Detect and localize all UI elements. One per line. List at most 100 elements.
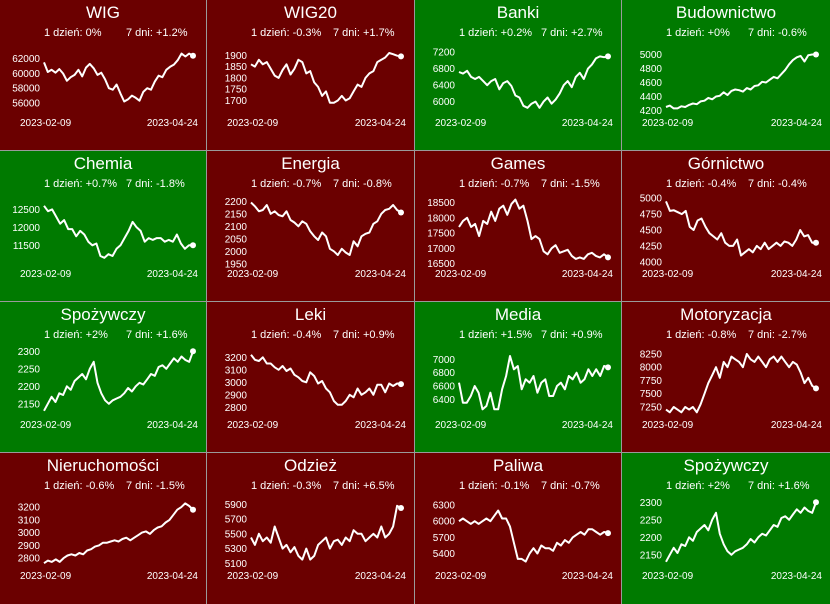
week-change: 7 dni: +2.7%	[541, 27, 602, 39]
day-change-label: 1 dzień:	[666, 480, 705, 492]
day-change: 1 dzień: +0.7%	[44, 178, 117, 190]
x-start-label: 2023-02-09	[435, 118, 487, 129]
y-tick-label: 62000	[12, 54, 40, 65]
week-change: 7 dni: -1.5%	[126, 480, 185, 492]
y-tick-label: 2200	[640, 533, 663, 544]
x-end-label: 2023-04-24	[770, 571, 822, 582]
y-tick-label: 2000	[225, 247, 248, 258]
week-change-label: 7 dni:	[333, 27, 360, 39]
sector-line-chart: 7200 6800 6400 6000	[433, 48, 611, 109]
x-end-label: 2023-04-24	[354, 420, 406, 431]
y-tick-label: 5000	[640, 194, 663, 205]
last-value-marker	[813, 239, 819, 246]
x-start-label: 2023-02-09	[642, 118, 694, 129]
week-change-value: -0.7%	[570, 480, 600, 492]
day-change-value: +2%	[85, 329, 108, 341]
last-value-marker	[398, 505, 404, 512]
y-tick-label: 60000	[12, 69, 40, 80]
y-tick-label: 4800	[640, 64, 663, 75]
y-tick-label: 3200	[225, 353, 248, 364]
day-change: 1 dzień: -0.4%	[251, 329, 321, 341]
day-change-label: 1 dzień:	[666, 27, 705, 39]
price-series-line	[43, 350, 194, 412]
last-value-marker	[813, 385, 819, 392]
week-change-label: 7 dni:	[541, 27, 568, 39]
x-start-label: 2023-02-09	[20, 118, 72, 129]
x-end-label: 2023-04-24	[561, 269, 613, 280]
week-change-value: -1.5%	[155, 480, 185, 492]
y-tick-label: 7750	[640, 376, 663, 387]
day-change: 1 dzień: -0.1%	[459, 480, 529, 492]
day-change-label: 1 dzień:	[44, 480, 83, 492]
sector-line-chart: 5900 5700 5500 5300 5100	[225, 500, 404, 570]
panel-title: Motoryzacja	[680, 305, 772, 324]
day-change-value: +0%	[707, 27, 730, 39]
sector-panel: 3200 3100 3000 2900 2800 Leki 1 dzień: -0.4% 7 …	[207, 302, 415, 453]
panel-title: Górnictwo	[687, 154, 765, 173]
panel-title: Odzież	[284, 456, 337, 475]
panel-title: WIG20	[284, 3, 337, 22]
day-change: 1 dzień: +0.2%	[459, 27, 532, 39]
price-series-line	[665, 501, 817, 563]
day-change-value: -0.7%	[292, 178, 322, 190]
y-tick-label: 6300	[433, 501, 456, 512]
week-change: 7 dni: +1.7%	[333, 27, 394, 39]
week-change-value: +1.6%	[777, 480, 810, 492]
y-tick-label: 12000	[12, 223, 40, 234]
price-series-line	[665, 353, 817, 414]
panel-title: Energia	[281, 154, 340, 173]
day-change-value: +0.7%	[85, 178, 118, 190]
y-tick-label: 12500	[12, 205, 40, 216]
y-tick-label: 6000	[433, 517, 456, 528]
x-start-label: 2023-02-09	[435, 420, 487, 431]
y-tick-label: 2200	[225, 197, 248, 208]
day-change-value: -0.8%	[707, 329, 737, 341]
week-change: 7 dni: +0.9%	[333, 329, 394, 341]
day-change-label: 1 dzień:	[251, 178, 290, 190]
day-change-label: 1 dzień:	[666, 329, 705, 341]
day-change: 1 dzień: +2%	[666, 480, 730, 492]
day-change-label: 1 dzień:	[459, 27, 498, 39]
x-end-label: 2023-04-24	[561, 571, 613, 582]
y-tick-label: 5700	[433, 533, 456, 544]
day-change-label: 1 dzień:	[251, 480, 290, 492]
day-change-value: -0.6%	[85, 480, 115, 492]
week-change-value: +0.9%	[570, 329, 603, 341]
y-tick-label: 7250	[640, 402, 663, 413]
y-tick-label: 2150	[225, 209, 248, 220]
price-series-line	[250, 52, 402, 104]
day-change-label: 1 dzień:	[44, 178, 83, 190]
last-value-marker	[605, 364, 611, 371]
y-tick-label: 11500	[13, 241, 41, 252]
sector-panel: 5900 5700 5500 5300 5100 Odzież 1 dzień: -0.3%…	[207, 453, 415, 604]
week-change-value: +0.9%	[362, 329, 395, 341]
price-series-line	[250, 354, 402, 406]
week-change: 7 dni: -0.4%	[748, 178, 807, 190]
week-change: 7 dni: -0.6%	[748, 27, 807, 39]
y-tick-label: 6000	[433, 97, 456, 108]
sector-panel: 2300 2250 2200 2150 Spożywczy 1 dzień: +2% 7 d…	[622, 453, 830, 604]
y-tick-label: 2800	[225, 403, 248, 414]
sector-line-chart: 6300 6000 5700 5400	[433, 501, 611, 563]
y-tick-label: 6800	[433, 368, 456, 379]
y-tick-label: 2200	[18, 382, 41, 393]
y-tick-label: 18000	[427, 213, 455, 224]
panel-title: Paliwa	[492, 456, 544, 475]
x-start-label: 2023-02-09	[642, 269, 694, 280]
y-tick-label: 2800	[18, 554, 41, 565]
y-tick-label: 1850	[225, 62, 248, 73]
day-change-value: -0.4%	[707, 178, 737, 190]
sector-line-chart: 7000 6800 6600 6400	[433, 355, 611, 411]
day-change-value: -0.3%	[292, 27, 322, 39]
y-tick-label: 7000	[433, 355, 456, 366]
y-tick-label: 5100	[225, 559, 248, 570]
sector-panel: 18500 18000 17500 17000 16500 Games 1 dzień: -…	[415, 151, 622, 302]
panel-title: Nieruchomości	[46, 456, 160, 475]
y-tick-label: 6800	[433, 64, 456, 75]
week-change-label: 7 dni:	[541, 480, 568, 492]
last-value-marker	[605, 53, 611, 60]
sector-line-chart: 2300 2250 2200 2150	[18, 347, 196, 412]
y-tick-label: 2250	[640, 515, 663, 526]
